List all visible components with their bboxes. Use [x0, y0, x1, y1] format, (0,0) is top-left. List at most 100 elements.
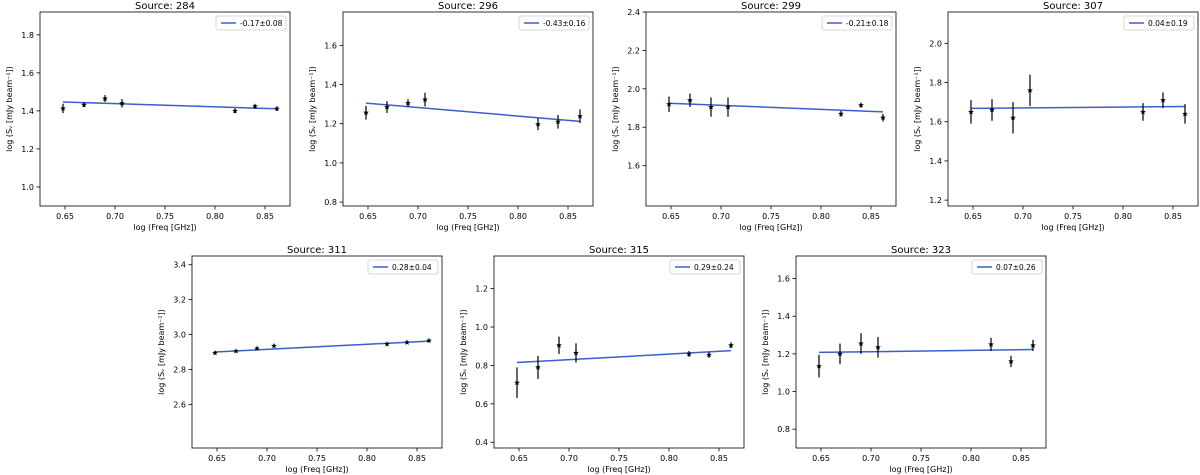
x-tick-label: 0.70	[712, 212, 730, 221]
plot-frame	[645, 11, 897, 207]
x-tick-label: 0.80	[358, 454, 376, 463]
x-tick-label: 0.85	[862, 212, 880, 221]
data-point	[363, 109, 369, 116]
legend: -0.43±0.16	[518, 15, 590, 31]
x-axis-label: log (Freq [GHz])	[739, 223, 802, 232]
legend: 0.04±0.19	[1123, 15, 1195, 31]
data-point	[404, 339, 410, 345]
data-point	[573, 349, 579, 356]
chart-title: Source: 311	[287, 245, 347, 256]
data-point	[384, 104, 390, 110]
legend-label: -0.43±0.16	[543, 19, 586, 28]
data-point	[875, 344, 881, 350]
data-point	[60, 105, 66, 111]
x-tick-label: 0.70	[409, 212, 427, 221]
data-point	[880, 114, 886, 121]
data-point	[233, 348, 239, 354]
x-tick-label: 0.85	[1164, 212, 1182, 221]
y-axis-label: log (Sᵥ [mJy beam⁻¹])	[611, 66, 620, 152]
x-tick-label: 0.85	[1012, 454, 1030, 463]
chart-title: Source: 284	[135, 1, 195, 12]
legend-label: 0.29±0.24	[694, 263, 734, 272]
y-tick-label: 1.2	[21, 145, 34, 154]
legend-box	[971, 259, 1043, 275]
legend: 0.28±0.04	[367, 259, 439, 275]
y-tick-label: 1.8	[929, 79, 942, 88]
x-tick-label: 0.85	[710, 454, 728, 463]
data-point	[968, 108, 974, 115]
legend: -0.17±0.08	[215, 15, 287, 31]
y-tick-label: 1.0	[777, 388, 790, 397]
data-point	[102, 95, 108, 101]
y-tick-label: 3.2	[173, 296, 186, 305]
x-tick-label: 0.75	[156, 212, 174, 221]
y-tick-label: 1.4	[929, 157, 942, 166]
data-point	[666, 101, 672, 107]
x-tick-label: 0.85	[559, 212, 577, 221]
legend-label: -0.21±0.18	[846, 19, 889, 28]
plot-frame	[39, 11, 291, 207]
data-point	[119, 100, 125, 106]
y-tick-label: 1.6	[21, 69, 34, 78]
data-point	[708, 104, 714, 110]
x-tick-label: 0.70	[106, 212, 124, 221]
fit-line	[516, 349, 732, 364]
x-tick-label: 0.75	[459, 212, 477, 221]
panel-6: Source: 315 0.65 0.70 0.75 0.80 0.85 0.4 0.6 0.8…	[459, 245, 745, 474]
legend-box	[215, 15, 287, 31]
data-point	[252, 103, 258, 109]
data-point	[858, 340, 864, 346]
data-point	[858, 102, 864, 108]
data-point	[687, 97, 693, 103]
legend: -0.21±0.18	[821, 15, 893, 31]
y-axis-label: log (Sᵥ [mJy beam⁻¹])	[5, 66, 14, 152]
data-point	[405, 100, 411, 106]
panel-1: Source: 284 0.65 0.70 0.75 0.80 0.85 1.0 1.2 1.4…	[5, 1, 291, 232]
y-axis-label: log (Sᵥ [mJy beam⁻¹])	[157, 309, 166, 395]
data-point	[1140, 108, 1146, 115]
y-tick-label: 1.8	[627, 123, 640, 132]
y-tick-label: 1.2	[324, 120, 337, 129]
y-tick-label: 1.6	[929, 118, 942, 127]
data-point	[816, 363, 822, 369]
x-tick-label: 0.65	[662, 212, 680, 221]
x-axis-label: log (Freq [GHz])	[285, 465, 348, 474]
y-tick-label: 1.6	[777, 275, 790, 284]
x-tick-label: 0.70	[560, 454, 578, 463]
x-tick-label: 0.80	[1114, 212, 1132, 221]
y-tick-label: 1.0	[475, 323, 488, 332]
data-point	[1010, 114, 1016, 121]
y-tick-label: 2.0	[627, 85, 640, 94]
data-point	[81, 101, 87, 108]
y-tick-label: 1.6	[627, 162, 640, 171]
legend-box	[821, 15, 893, 31]
y-tick-label: 1.4	[777, 312, 790, 321]
fit-line	[214, 340, 430, 353]
y-tick-label: 0.8	[324, 198, 337, 207]
chart-title: Source: 323	[891, 245, 951, 256]
data-point	[1027, 87, 1033, 93]
y-tick-label: 2.6	[173, 400, 186, 409]
data-point	[838, 110, 844, 117]
y-tick-label: 1.4	[21, 107, 34, 116]
y-tick-label: 1.2	[475, 285, 488, 294]
chart-title: Source: 299	[741, 1, 801, 12]
y-tick-label: 1.8	[21, 31, 34, 40]
x-tick-label: 0.75	[912, 454, 930, 463]
plot-frame	[342, 11, 594, 207]
y-tick-label: 2.8	[173, 365, 186, 374]
y-tick-label: 2.4	[627, 8, 640, 17]
fit-line	[365, 102, 581, 123]
y-tick-label: 0.8	[475, 361, 488, 370]
x-tick-label: 0.65	[510, 454, 528, 463]
legend-box	[1123, 15, 1195, 31]
legend-label: -0.17±0.08	[240, 19, 283, 28]
x-tick-label: 0.75	[308, 454, 326, 463]
y-tick-label: 0.8	[777, 425, 790, 434]
x-tick-label: 0.80	[206, 212, 224, 221]
data-point	[1008, 358, 1014, 364]
data-point	[1160, 97, 1166, 103]
x-tick-label: 0.75	[762, 212, 780, 221]
data-point	[384, 341, 390, 347]
data-point	[989, 106, 995, 113]
